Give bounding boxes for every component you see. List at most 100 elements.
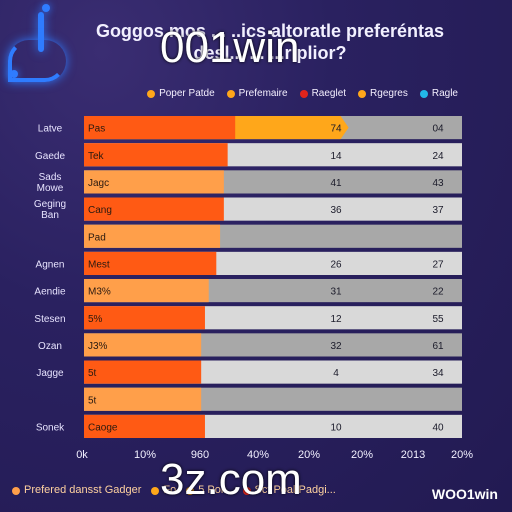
category-label: Agnen	[36, 259, 65, 270]
value-label: 27	[432, 259, 444, 270]
category-label: Ban	[41, 210, 59, 221]
chart-title-line-2: desl... ... ...rlplior?	[193, 43, 347, 63]
legend-item: Rgegres	[358, 88, 408, 99]
bar	[84, 306, 205, 330]
value-label: 43	[432, 178, 444, 189]
bar-label: Caoge	[88, 422, 118, 433]
legend-swatch	[186, 487, 195, 495]
category-label: Sads	[39, 172, 62, 183]
bar	[84, 414, 205, 438]
value-label: 74	[330, 124, 342, 135]
value-label: 34	[432, 368, 444, 379]
legend-label: Fo	[163, 484, 177, 496]
legend-swatch	[419, 89, 428, 98]
bar-label: 5t	[88, 368, 97, 379]
legend-swatch	[242, 487, 251, 495]
x-tick-label: 40%	[247, 449, 269, 461]
x-tick-label: 20%	[451, 449, 473, 461]
bar-label: Jagc	[88, 178, 109, 189]
decorative-glow-dot	[10, 70, 18, 78]
brand-watermark-top: 001win	[160, 23, 300, 72]
chart-title-line-1: Goggos mos ... ..ics altoratle preferént…	[95, 21, 445, 41]
legend-item: 5 Poi...	[186, 484, 233, 496]
bar-label: 5%	[88, 314, 103, 325]
bar	[84, 143, 228, 167]
bar	[84, 360, 202, 384]
brand-logo: WOO1win	[431, 486, 498, 502]
legend-label: Prefered dansst Gadger	[24, 484, 142, 496]
chart-title: Goggos mos ... ..ics altoratle preferént…	[60, 20, 480, 64]
chart-legend: Poper Patde Prefemaire Raeglet Rgegres Ragle	[147, 88, 458, 99]
x-tick-label: 10%	[134, 449, 156, 461]
value-label: 61	[432, 341, 444, 352]
value-label: 40	[432, 422, 444, 433]
x-tick-label: 2013	[401, 449, 425, 461]
value-label: 14	[330, 151, 342, 162]
category-label: Gaede	[35, 151, 65, 162]
legend-label: Ragle	[431, 88, 458, 99]
decorative-glow-dot	[42, 4, 50, 12]
legend-swatch	[147, 89, 156, 98]
bar	[84, 197, 224, 221]
bar-label: Cang	[88, 205, 112, 216]
legend-item: Poper Patde	[147, 88, 215, 99]
x-tick-label: 20%	[298, 449, 320, 461]
category-label: Geging	[34, 199, 66, 210]
legend-swatch	[299, 89, 308, 98]
bar-label: 5t	[88, 395, 97, 406]
x-tick-label: 960	[191, 449, 209, 461]
legend-item: Sct Poal Padgi...	[242, 484, 336, 496]
category-label: Sonek	[36, 422, 65, 433]
category-label: Stesen	[34, 314, 65, 325]
value-label: 22	[432, 287, 444, 298]
category-label: Aendie	[34, 287, 66, 298]
legend-swatch	[358, 89, 367, 98]
category-label: Jagge	[36, 368, 64, 379]
legend-swatch	[12, 487, 20, 495]
legend-item: Ragle	[419, 88, 458, 99]
legend-item: Prefered dansst Gadger	[12, 484, 141, 496]
value-label: 31	[330, 287, 342, 298]
bar	[84, 116, 236, 140]
legend-label: Sct Poal Padgi...	[254, 484, 336, 496]
legend-swatch	[226, 89, 235, 98]
bar	[84, 279, 209, 303]
value-label: 12	[330, 314, 342, 325]
value-label: 24	[432, 151, 444, 162]
category-label: Mowe	[37, 183, 64, 194]
legend-item: Prefemaire	[226, 88, 288, 99]
bar	[84, 170, 224, 194]
value-label: 10	[330, 422, 342, 433]
bar-label: M3%	[88, 287, 111, 298]
bar	[84, 224, 221, 248]
value-label: 37	[432, 205, 444, 216]
category-label: Ozan	[38, 341, 62, 352]
value-label: 4	[333, 368, 339, 379]
bar	[84, 387, 202, 411]
legend-label: Rgegres	[370, 88, 408, 99]
value-label: 04	[432, 124, 444, 135]
bar-label: Pas	[88, 124, 105, 135]
legend-label: Prefemaire	[238, 88, 288, 99]
legend-label: Raeglet	[311, 88, 347, 99]
bar	[84, 333, 202, 357]
footer-legend: Prefered dansst Gadger Fo 5 Poi... Sct Poal…	[12, 484, 336, 496]
value-label: 26	[330, 259, 342, 270]
category-label: Latve	[38, 124, 63, 135]
bar-label: J3%	[88, 341, 108, 352]
bar-label: Mest	[88, 259, 110, 270]
bar	[84, 251, 217, 275]
value-label: 36	[330, 205, 342, 216]
legend-swatch	[151, 487, 160, 495]
legend-label: Poper Patde	[159, 88, 215, 99]
value-label: 32	[330, 341, 342, 352]
legend-item: Raeglet	[299, 88, 347, 99]
decorative-glow-stick	[38, 12, 44, 52]
x-tick-label: 0k	[76, 449, 88, 461]
bar-label: Tek	[88, 151, 105, 162]
decorative-glow-ring	[8, 40, 66, 82]
value-label: 41	[330, 178, 342, 189]
x-tick-label: 20%	[351, 449, 373, 461]
value-label: 55	[432, 314, 444, 325]
